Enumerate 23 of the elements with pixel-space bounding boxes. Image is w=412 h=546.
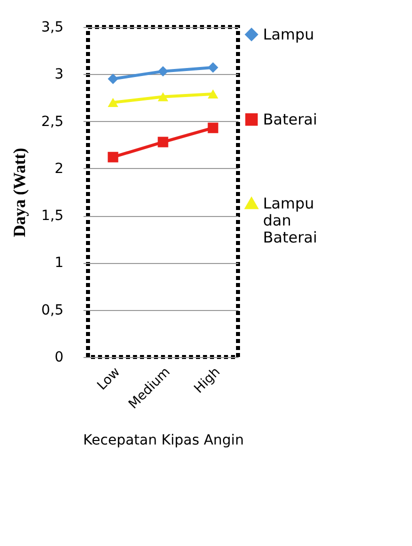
y-axis-title: Daya (Watt) <box>10 148 30 238</box>
y-tick-label: 3,5 <box>41 20 64 36</box>
legend-label: Baterai <box>263 110 318 128</box>
y-tick-label: 1,5 <box>41 208 64 224</box>
point <box>158 92 168 102</box>
point <box>158 66 168 77</box>
x-tick-label: Low <box>94 364 124 394</box>
legend-label: Lampu <box>263 26 314 44</box>
y-tick-label: 3 <box>54 66 64 83</box>
y-tick-label: 0,5 <box>41 302 64 318</box>
legend-label: Lampu dan Baterai <box>263 194 318 246</box>
y-tick-label: 0 <box>54 350 64 366</box>
point <box>108 98 118 107</box>
y-tick-label: 2 <box>54 160 64 177</box>
point <box>208 62 218 73</box>
point <box>208 122 218 134</box>
point <box>108 74 118 84</box>
point <box>158 136 168 148</box>
x-axis-title: Kecepatan Kipas Angin <box>83 432 244 448</box>
point <box>108 152 118 162</box>
y-tick-label: 1 <box>54 255 64 272</box>
point <box>208 89 218 98</box>
y-tick-label: 2,5 <box>41 114 64 130</box>
